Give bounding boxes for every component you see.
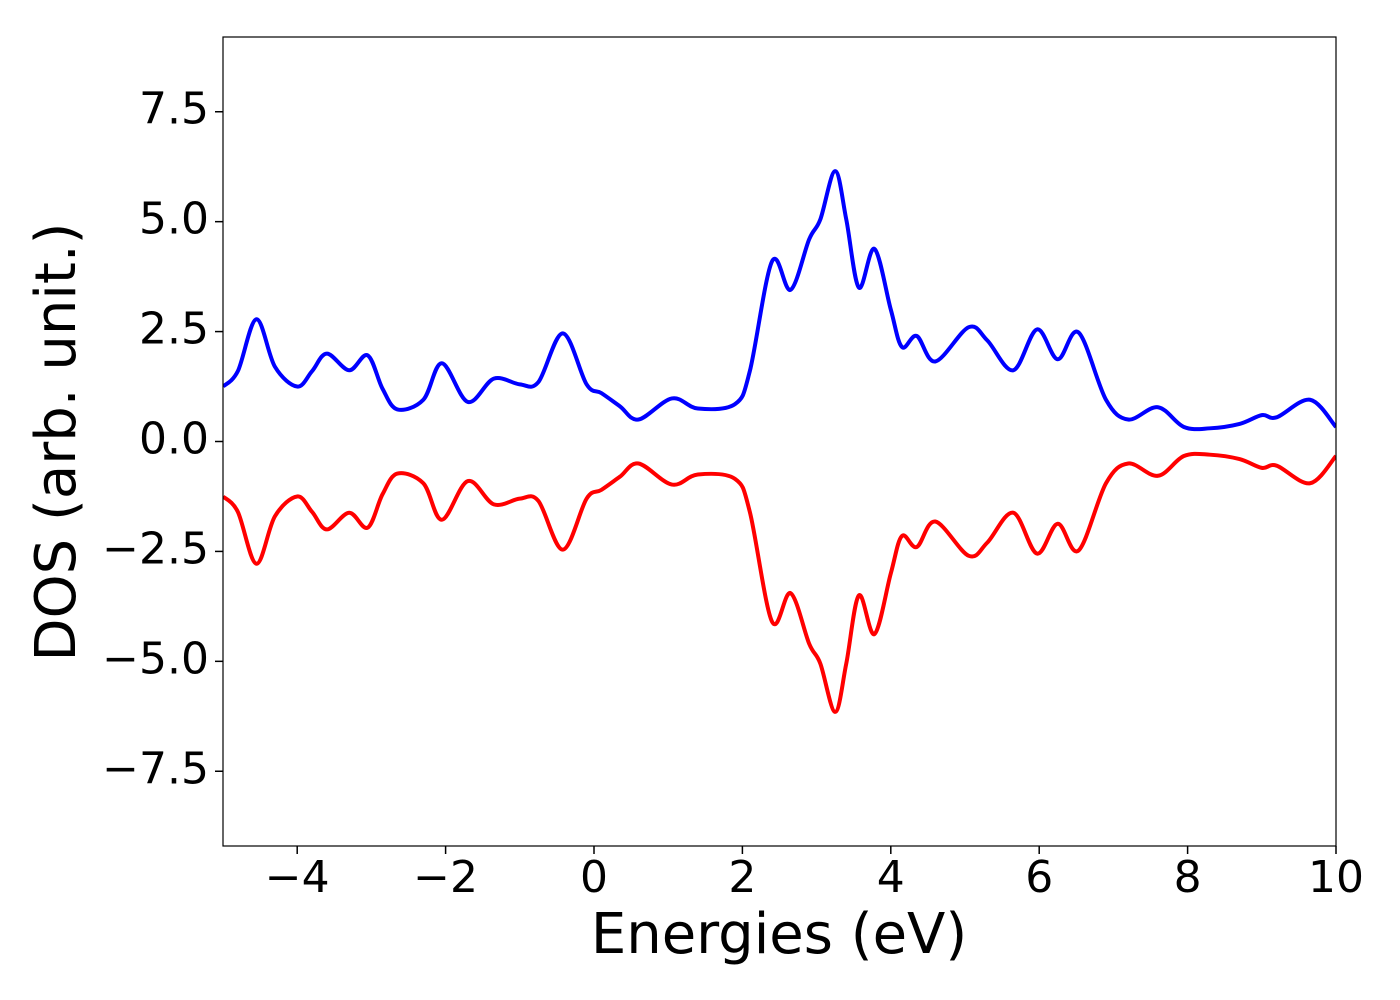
x-axis-label: Energies (eV) xyxy=(591,902,967,967)
y-tick-label: −5.0 xyxy=(102,633,209,684)
y-tick-label: 5.0 xyxy=(139,194,209,245)
x-tick-label: −2 xyxy=(413,852,478,903)
y-tick-label: −2.5 xyxy=(102,523,209,574)
data-line xyxy=(223,451,1336,714)
x-tick-label: 2 xyxy=(728,852,756,903)
y-tick-label: 7.5 xyxy=(139,84,209,135)
x-tick-label: 6 xyxy=(1025,852,1053,903)
y-tick-label: 2.5 xyxy=(139,304,209,355)
y-tick-label: −7.5 xyxy=(102,743,209,794)
x-tick-label: 8 xyxy=(1174,852,1202,903)
y-axis-label: DOS (arb. unit.) xyxy=(24,222,89,661)
x-tick-label: 4 xyxy=(877,852,905,903)
x-tick-label: −4 xyxy=(265,852,330,903)
plot-frame xyxy=(222,36,1337,847)
y-tick-label: 0.0 xyxy=(139,414,209,465)
x-tick-label: 10 xyxy=(1308,852,1364,903)
data-line xyxy=(223,169,1336,432)
x-tick-label: 0 xyxy=(580,852,608,903)
